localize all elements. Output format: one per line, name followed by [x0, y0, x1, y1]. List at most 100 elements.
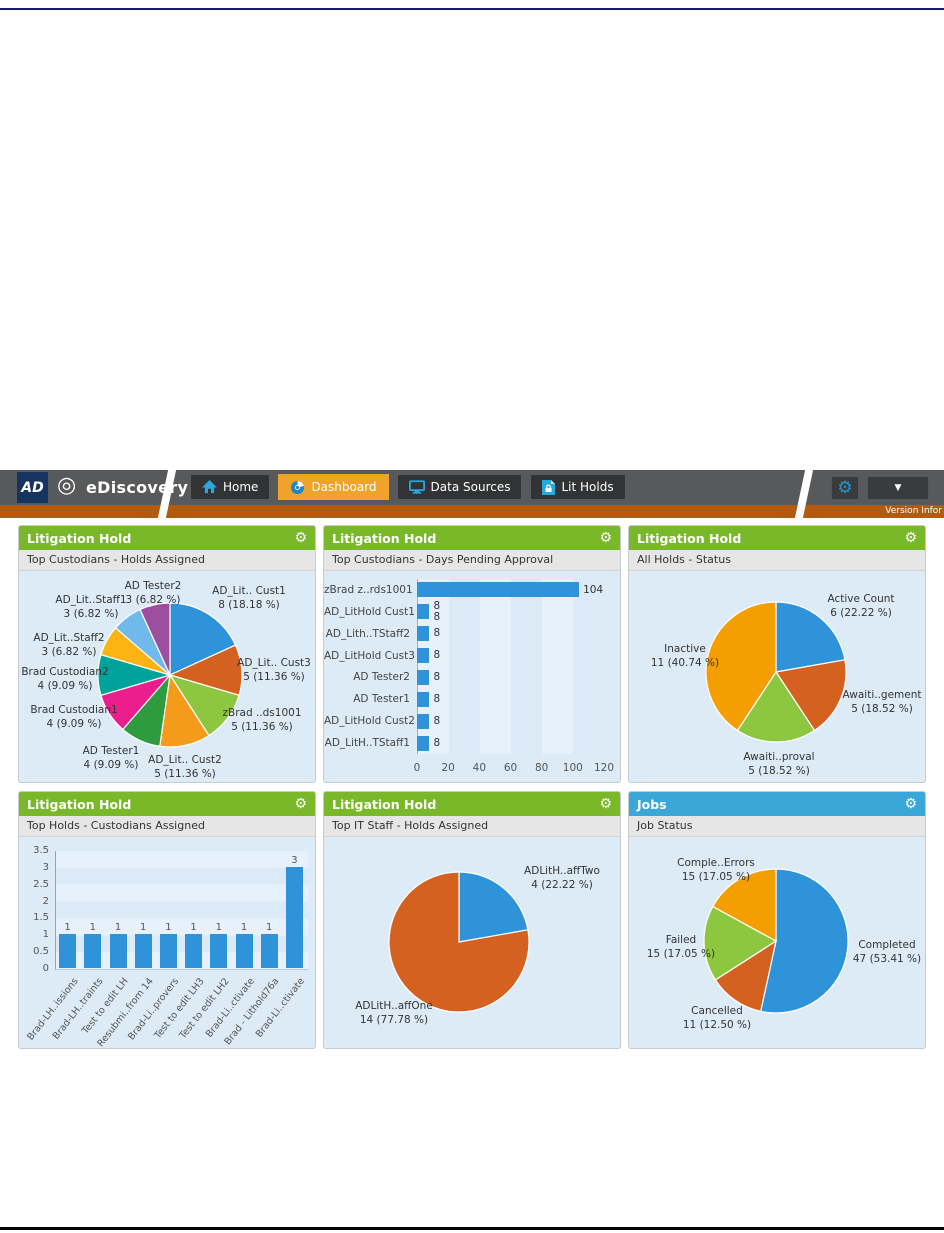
tab-label: Lit Holds — [561, 480, 614, 494]
bottom-horizontal-rule — [0, 1227, 944, 1230]
bar-value-label: 1 — [266, 922, 273, 934]
axis-tick-label: 2.5 — [33, 878, 49, 890]
version-info-label[interactable]: Version Infor — [885, 506, 942, 516]
bar[interactable] — [417, 691, 430, 707]
axis-tick-label: 3 — [42, 861, 49, 873]
dashboard-grid: Litigation Hold ⚙ Top Custodians - Holds… — [18, 525, 926, 1049]
pie-slice[interactable] — [388, 871, 530, 1013]
bar-value-label: 8 — [433, 649, 441, 662]
pie-slice[interactable] — [458, 871, 529, 943]
brand-circle-icon: ◎ — [57, 473, 77, 498]
panel-top-holds-custodians: Litigation Hold ⚙ Top Holds - Custodians… — [18, 791, 316, 1049]
pie-slice[interactable] — [736, 670, 816, 743]
bar[interactable] — [417, 713, 430, 729]
pie-chart: Completed 47 (53.41 %) Cancelled 11 (12.50 … — [629, 837, 925, 1048]
bar-value-label: 8 — [433, 714, 441, 727]
tab-label: Data Sources — [430, 480, 511, 494]
tab-label: Home — [223, 480, 259, 494]
caret-down-icon: ▼ — [894, 483, 902, 493]
bar-chart: zBrad z..rds1001 104 AD_LitHold Cust1 8 8 AD_… — [324, 571, 620, 782]
bar[interactable] — [134, 934, 152, 968]
axis-tick-label: 1.5 — [33, 912, 49, 924]
panel-title: Litigation Hold — [332, 530, 437, 546]
pie-slice-label: Brad Custodian1 4 (9.09 %) — [30, 704, 118, 730]
bar-value-label: 3 — [291, 854, 298, 866]
pie-slice[interactable] — [774, 659, 847, 732]
pie-slice-label: Awaiti..proval 5 (18.52 %) — [743, 751, 815, 777]
bar[interactable] — [285, 866, 303, 968]
bar-value-label: 8 — [433, 671, 441, 684]
panel-header: Litigation Hold ⚙ — [19, 792, 315, 816]
tab-dashboard[interactable]: Dashboard — [278, 474, 389, 500]
pie-slice-label: AD Tester2 3 (6.82 %) — [124, 580, 182, 606]
bar[interactable] — [235, 934, 253, 968]
bar-track: 8 — [417, 732, 604, 754]
axis-tick-label: 80 — [534, 762, 549, 774]
bar-row: AD_LitHold Cust3 8 — [324, 645, 604, 667]
bar[interactable] — [210, 934, 228, 968]
bar[interactable] — [159, 934, 177, 968]
category-label: AD_LitHold Cust1 — [324, 605, 415, 618]
pie-chart: ADLitH..affTwo 4 (22.22 %) ADLitH..affOne 1… — [324, 837, 620, 1048]
pie-slice[interactable] — [711, 868, 777, 943]
bar[interactable] — [109, 934, 127, 968]
bar[interactable] — [417, 626, 430, 642]
bar-row: AD_LitH..TStaff1 8 — [324, 732, 604, 754]
bar-value-label: 1 — [240, 922, 248, 934]
bar-row: zBrad z..rds1001 104 — [324, 579, 604, 601]
bar-value-label: 8 — [433, 693, 441, 706]
bar-value-label: 1 — [190, 922, 197, 934]
gear-icon[interactable]: ⚙ — [599, 530, 612, 546]
panel-subtitle: All Holds - Status — [629, 550, 925, 571]
settings-button[interactable]: ⚙ — [831, 476, 859, 500]
pie-slice-label: Awaiti..gement 5 (18.52 %) — [842, 689, 922, 715]
axis-tick-label: 0 — [42, 963, 49, 974]
category-label: AD_Lith..TStaff2 — [325, 627, 410, 640]
panel-title: Litigation Hold — [27, 796, 132, 812]
gear-icon[interactable]: ⚙ — [904, 530, 917, 546]
category-label: AD_LitHold Cust2 — [324, 715, 415, 728]
category-label: zBrad z..rds1001 — [324, 583, 413, 596]
bar-value-label: 1 — [215, 922, 222, 934]
pie-slice-label: ADLitH..affTwo 4 (22.22 %) — [524, 865, 600, 891]
axis-tick-label: 60 — [503, 762, 518, 774]
bar[interactable] — [417, 735, 430, 751]
pie-slice[interactable] — [169, 602, 237, 676]
pie-slice[interactable] — [775, 601, 846, 673]
bar[interactable] — [59, 934, 77, 968]
pie-chart-svg — [388, 871, 530, 1013]
category-label: AD Tester1 — [353, 693, 410, 706]
user-dropdown-button[interactable]: ▼ — [867, 476, 929, 500]
gear-icon[interactable]: ⚙ — [599, 796, 612, 812]
bar-track: 8 — [417, 688, 604, 710]
pie-slice-label: Cancelled 11 (12.50 %) — [682, 1005, 752, 1031]
bar[interactable] — [185, 934, 203, 968]
category-label: AD_LitHold Cust3 — [324, 649, 415, 662]
tab-lit-holds[interactable]: Lit Holds — [530, 474, 626, 500]
bar[interactable] — [417, 604, 430, 620]
pie-slice[interactable] — [703, 905, 778, 981]
pie-slice[interactable] — [139, 602, 171, 676]
bar[interactable] — [417, 669, 430, 685]
gear-icon[interactable]: ⚙ — [294, 796, 307, 812]
bar[interactable] — [417, 582, 580, 598]
pie-chart: AD_Lit.. Cust1 8 (18.18 %) AD_Lit.. Cust3 5… — [19, 571, 315, 782]
panel-top-it-staff: Litigation Hold ⚙ Top IT Staff - Holds A… — [323, 791, 621, 1049]
app-logo: AD — [17, 472, 48, 503]
bar-value-label: 1 — [140, 922, 147, 934]
panel-header: Jobs ⚙ — [629, 792, 925, 816]
bar[interactable] — [84, 934, 102, 968]
tab-data-sources[interactable]: Data Sources — [396, 474, 523, 500]
pie-slice[interactable] — [705, 601, 777, 732]
tab-home[interactable]: Home — [190, 474, 271, 500]
gear-icon[interactable]: ⚙ — [904, 796, 917, 812]
gear-icon[interactable]: ⚙ — [294, 530, 307, 546]
pie-chart-svg — [705, 601, 847, 743]
pie-slice[interactable] — [759, 868, 849, 1014]
panel-subtitle: Job Status — [629, 816, 925, 837]
bar[interactable] — [260, 934, 278, 968]
axis-tick-label: 0 — [413, 762, 421, 774]
pie-slice-label: AD_Lit.. Cust1 8 (18.18 %) — [212, 585, 286, 611]
bar[interactable] — [417, 648, 430, 664]
